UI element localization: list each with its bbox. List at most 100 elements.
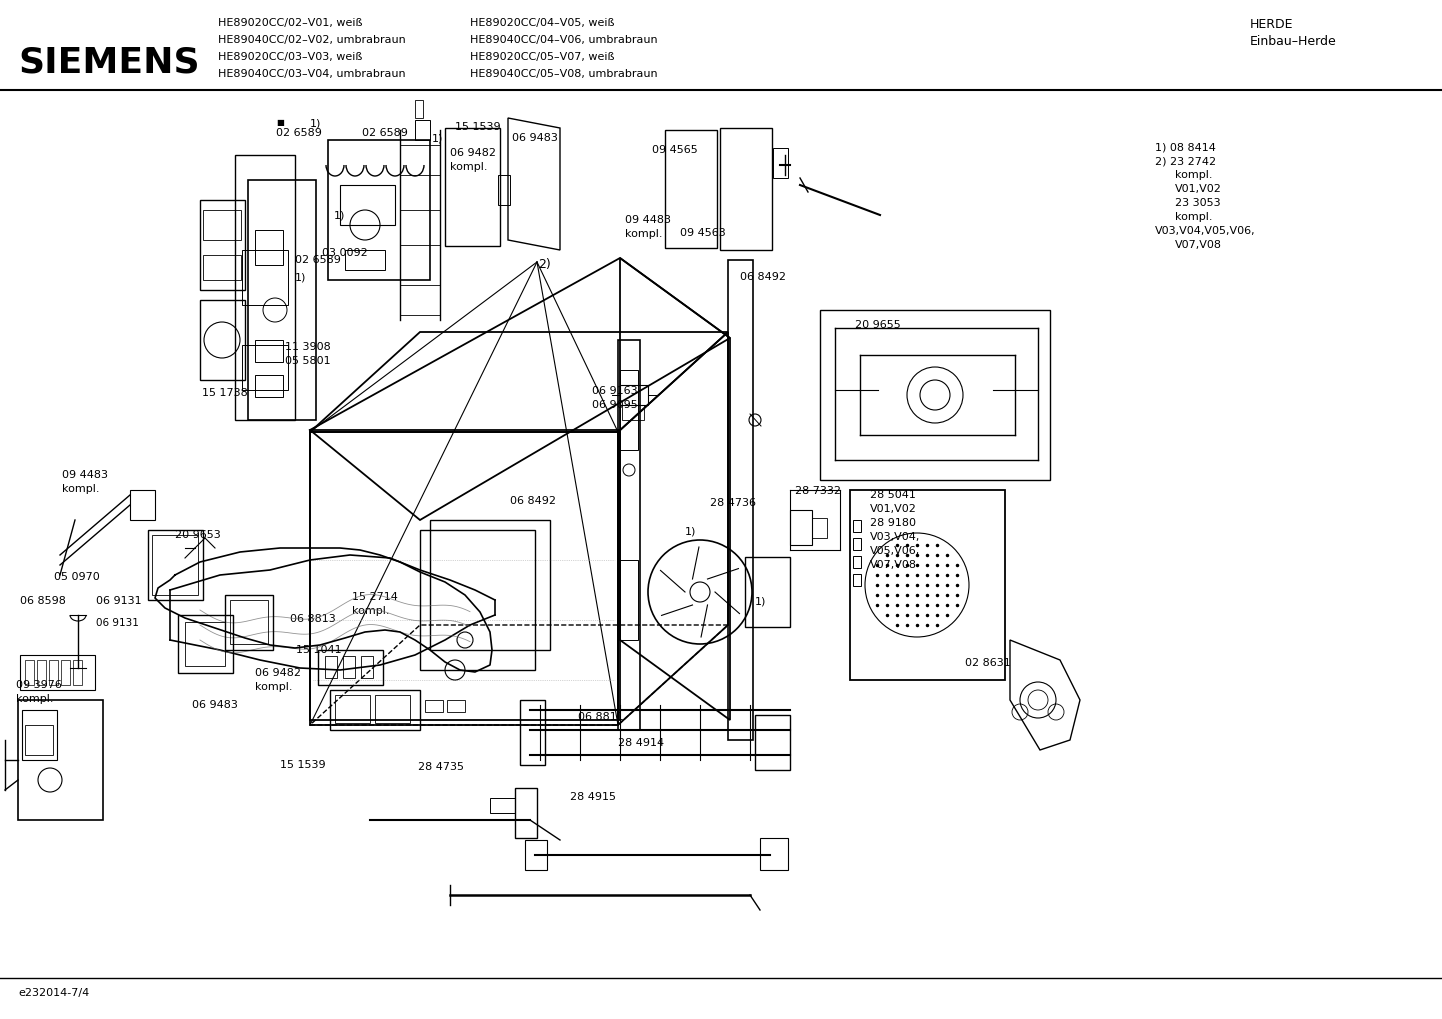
Bar	[430, 520, 549, 650]
Bar	[620, 385, 647, 405]
Polygon shape	[310, 258, 730, 520]
Bar	[415, 100, 423, 118]
Text: V05,V06,: V05,V06,	[870, 546, 920, 556]
Bar	[335, 695, 371, 723]
Text: HE89040CC/05–V08, umbrabraun: HE89040CC/05–V08, umbrabraun	[470, 69, 658, 79]
Bar	[490, 798, 515, 813]
Text: V01,V02: V01,V02	[870, 504, 917, 514]
Text: 15 1539: 15 1539	[280, 760, 326, 770]
Text: 06 8811: 06 8811	[578, 712, 624, 722]
Text: 1): 1)	[335, 210, 346, 220]
Text: 1): 1)	[685, 527, 696, 537]
Bar	[343, 656, 355, 678]
Text: 15 1539: 15 1539	[456, 122, 500, 132]
Text: 06 8492: 06 8492	[510, 496, 557, 506]
Bar	[242, 345, 288, 390]
Text: HE89040CC/03–V04, umbrabraun: HE89040CC/03–V04, umbrabraun	[218, 69, 405, 79]
Text: 09 4483: 09 4483	[624, 215, 671, 225]
Bar	[130, 490, 154, 520]
Bar	[521, 700, 545, 765]
Text: 06 9131: 06 9131	[97, 618, 138, 628]
Bar	[665, 130, 717, 248]
Bar	[151, 535, 198, 595]
Text: kompl.: kompl.	[1175, 212, 1213, 222]
Bar	[330, 690, 420, 730]
Bar	[375, 695, 410, 723]
Bar	[74, 660, 82, 685]
Bar	[497, 175, 510, 205]
Bar	[25, 660, 35, 685]
Text: 09 4565: 09 4565	[652, 145, 698, 155]
Text: 28 4914: 28 4914	[619, 738, 665, 748]
Bar	[255, 230, 283, 265]
Text: 20 9655: 20 9655	[855, 320, 901, 330]
Bar	[820, 310, 1050, 480]
Bar	[203, 255, 241, 280]
Text: 06 9482: 06 9482	[450, 148, 496, 158]
Text: 28 9180: 28 9180	[870, 518, 916, 528]
Text: HE89020CC/02–V01, weiß: HE89020CC/02–V01, weiß	[218, 18, 362, 28]
Bar	[255, 375, 283, 397]
Bar	[185, 622, 225, 666]
Text: kompl.: kompl.	[624, 229, 662, 239]
Text: 20 9653: 20 9653	[174, 530, 221, 540]
Bar	[415, 120, 430, 140]
Text: 06 9482: 06 9482	[255, 668, 301, 678]
Bar	[854, 556, 861, 568]
Bar	[728, 260, 753, 740]
Bar	[446, 128, 500, 246]
Text: HE89040CC/04–V06, umbrabraun: HE89040CC/04–V06, umbrabraun	[470, 35, 658, 45]
Bar	[255, 340, 283, 362]
Text: V07,V08: V07,V08	[1175, 240, 1221, 250]
Bar	[49, 660, 58, 685]
Text: 05 5801: 05 5801	[286, 356, 330, 366]
Text: 28 7332: 28 7332	[795, 486, 841, 496]
Bar	[22, 710, 58, 760]
Text: 15 1041: 15 1041	[296, 645, 342, 655]
Bar	[231, 600, 268, 644]
Text: 02 6589: 02 6589	[362, 128, 408, 138]
Text: V03,V04,V05,V06,: V03,V04,V05,V06,	[1155, 226, 1256, 236]
Text: kompl.: kompl.	[450, 162, 487, 172]
Bar	[620, 560, 637, 640]
Bar	[854, 574, 861, 586]
Text: 06 9483: 06 9483	[192, 700, 238, 710]
Bar	[773, 148, 787, 178]
Text: 28 4915: 28 4915	[570, 792, 616, 802]
Bar	[525, 840, 547, 870]
Text: 1): 1)	[310, 118, 322, 128]
Bar	[61, 660, 71, 685]
Bar	[25, 725, 53, 755]
Bar	[20, 655, 95, 690]
Bar	[360, 656, 373, 678]
Bar	[242, 250, 288, 305]
Text: HE89020CC/03–V03, weiß: HE89020CC/03–V03, weiß	[218, 52, 362, 62]
Text: Einbau–Herde: Einbau–Herde	[1250, 35, 1337, 48]
Bar	[200, 200, 245, 290]
Bar	[620, 370, 637, 450]
Text: kompl.: kompl.	[352, 606, 389, 616]
Text: 09 4563: 09 4563	[681, 228, 725, 238]
Text: e232014-7/4: e232014-7/4	[17, 988, 89, 998]
Text: 1): 1)	[756, 597, 766, 607]
Bar	[225, 595, 273, 650]
Bar	[420, 530, 535, 671]
Bar	[756, 715, 790, 770]
Bar	[849, 490, 1005, 680]
Text: V01,V02: V01,V02	[1175, 184, 1221, 194]
Text: 06 9163: 06 9163	[593, 386, 637, 396]
Bar	[177, 615, 234, 673]
Bar	[37, 660, 46, 685]
Text: 06 9131: 06 9131	[97, 596, 141, 606]
Bar	[149, 530, 203, 600]
Bar	[447, 700, 464, 712]
Text: 1): 1)	[296, 272, 306, 282]
Bar	[345, 250, 385, 270]
Text: HERDE: HERDE	[1250, 18, 1293, 31]
Text: 11 3908: 11 3908	[286, 342, 330, 352]
Text: kompl.: kompl.	[255, 682, 293, 692]
Bar	[790, 510, 812, 545]
Text: HE89020CC/05–V07, weiß: HE89020CC/05–V07, weiß	[470, 52, 614, 62]
Bar	[319, 650, 384, 685]
Bar	[248, 180, 316, 420]
